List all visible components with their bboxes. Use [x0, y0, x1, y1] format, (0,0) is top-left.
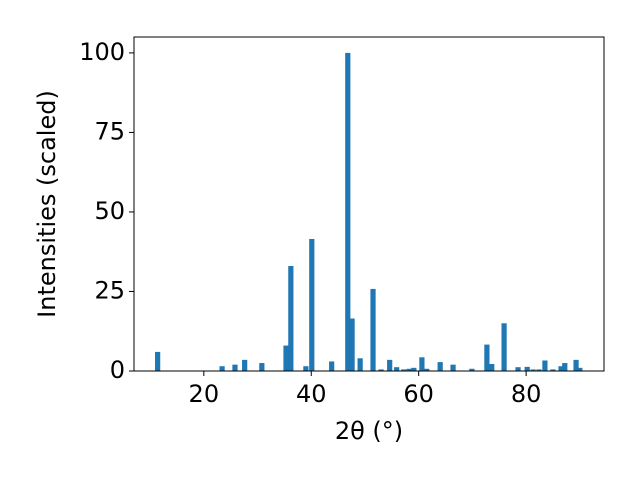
bar	[484, 344, 490, 371]
bar	[562, 363, 568, 371]
bar	[515, 367, 521, 371]
bar	[558, 366, 564, 371]
bar	[530, 369, 536, 371]
y-tick-label: 100	[79, 38, 125, 66]
bar	[394, 367, 400, 371]
x-tick-label: 20	[189, 380, 220, 408]
bar	[283, 345, 289, 371]
bar	[378, 369, 384, 371]
x-tick-label: 80	[511, 380, 542, 408]
y-tick-label: 50	[94, 197, 125, 225]
bar	[489, 364, 495, 371]
bar	[573, 359, 579, 371]
bar	[309, 238, 315, 371]
bar	[303, 366, 309, 371]
bar	[349, 318, 355, 371]
bar	[259, 363, 265, 371]
x-axis-label: 2θ (°)	[335, 417, 403, 445]
bar	[542, 360, 548, 371]
bar	[469, 368, 475, 371]
bar	[424, 368, 430, 371]
bar	[501, 323, 507, 371]
bar	[155, 351, 161, 371]
bar	[345, 52, 351, 372]
bar	[232, 364, 238, 371]
y-tick-label: 25	[94, 276, 125, 304]
bar	[419, 357, 425, 371]
bar	[357, 358, 363, 371]
bar	[288, 266, 294, 371]
bar	[401, 369, 407, 371]
bar	[536, 369, 542, 371]
bar	[219, 366, 225, 371]
bar	[577, 367, 583, 371]
bar	[370, 288, 376, 371]
bar	[387, 359, 393, 371]
bar	[242, 359, 248, 371]
x-tick-label: 40	[296, 380, 327, 408]
bar	[411, 367, 417, 371]
x-tick-label: 60	[403, 380, 434, 408]
bar	[450, 364, 456, 371]
bar	[406, 368, 412, 371]
bar	[437, 362, 443, 371]
plot-frame	[133, 36, 605, 372]
bar	[329, 361, 335, 371]
y-tick-label: 0	[110, 356, 125, 384]
bar	[524, 366, 530, 371]
bar	[550, 369, 556, 371]
y-tick-label: 75	[94, 117, 125, 145]
y-axis-label: Intensities (scaled)	[33, 90, 61, 318]
